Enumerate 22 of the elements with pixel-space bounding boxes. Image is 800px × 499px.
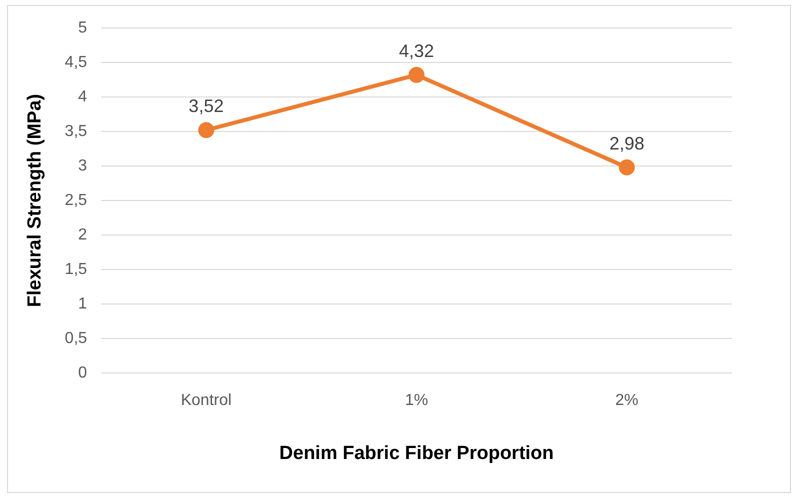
- y-tick-label: 4,5: [64, 54, 88, 71]
- y-tick-label: 1: [78, 295, 88, 312]
- y-tick-label: 3,5: [64, 122, 88, 140]
- y-tick-label: 2: [78, 226, 88, 244]
- y-tick-label: 5: [78, 19, 88, 36]
- data-label: 4,32: [399, 40, 434, 61]
- y-tick-label: 0,5: [64, 330, 88, 347]
- data-label: 3,52: [188, 96, 224, 116]
- y-tick-label: 4: [78, 88, 88, 106]
- y-tick-label: 0: [78, 364, 88, 382]
- y-axis-title: Flexural Strength (MPa): [24, 94, 46, 308]
- point: [408, 66, 425, 83]
- data-label: 2,98: [609, 133, 644, 154]
- y-tick-label: 1,5: [64, 260, 88, 278]
- x-tick-label: 1%: [404, 392, 428, 410]
- x-tick-label: 2%: [615, 392, 638, 410]
- y-tick-label: 2,5: [64, 192, 88, 209]
- x-tick-label: Kontrol: [180, 392, 232, 410]
- y-tick-label: 3: [78, 157, 88, 174]
- point: [198, 122, 214, 138]
- point: [618, 159, 635, 176]
- x-axis-title: Denim Fabric Fiber Proportion: [279, 442, 554, 464]
